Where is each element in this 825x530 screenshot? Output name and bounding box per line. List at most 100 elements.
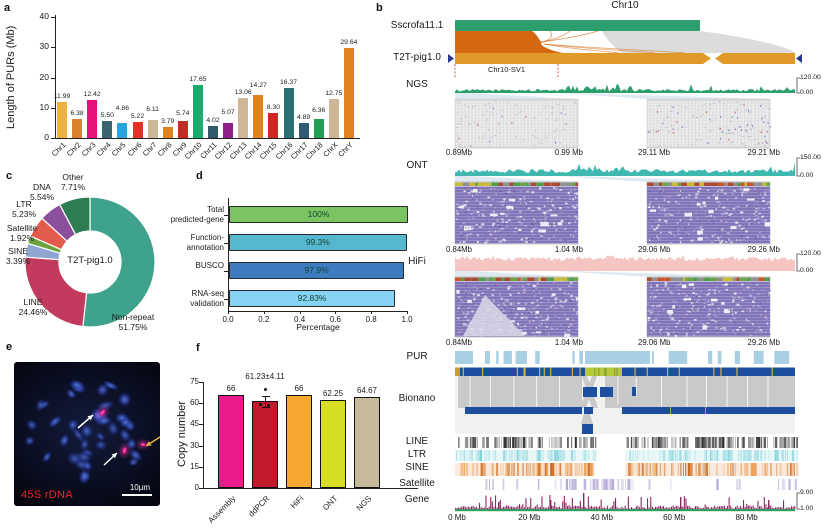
donut-slice-other [58, 196, 91, 236]
panel-d-hbar-chart: 0.0 0.2 0.4 0.6 0.8 1.0 100% Total predicted-ge… [171, 170, 430, 348]
bar-value-label: 5.22 [130, 113, 145, 121]
bar-chr5 [117, 123, 128, 138]
window-end: 0.99 Mb [554, 148, 583, 157]
scale-max: 120.00 [800, 250, 821, 257]
y-tick [51, 77, 55, 79]
x-category-label: NGS [354, 494, 374, 513]
scale-max: 120.00 [800, 74, 821, 81]
bar-value-label: 66 [294, 383, 304, 393]
y-tick [199, 445, 203, 447]
slice-label-sine: SINE 3.39% [5, 246, 31, 266]
window-end: 29.26 Mb [747, 338, 780, 347]
bar-assembly [218, 394, 244, 488]
hbar-1 [229, 234, 407, 251]
hbar-3 [229, 290, 396, 307]
x-tick [263, 311, 265, 314]
y-tick-label: 20 [39, 71, 49, 82]
donut-center-label: T2T-pig1.0 [67, 255, 113, 266]
y-tick-label: 40 [39, 11, 49, 21]
y-tick [224, 298, 228, 300]
track-label-satellite: Satellite [399, 478, 435, 489]
bar-ddpcr [252, 401, 278, 488]
scale-max: 9.00 [800, 489, 814, 496]
bar-value-label: 4.02 [206, 116, 220, 124]
y-axis-line [203, 382, 204, 488]
scale-min: 1.00 [800, 505, 814, 512]
bar-chr14 [253, 94, 264, 138]
replicate-dot [264, 388, 267, 391]
bar-value-label: 29.64 [340, 39, 358, 47]
bar-chr2 [72, 118, 83, 138]
bar-chr18 [313, 118, 324, 138]
x-category-label: ONT [321, 494, 340, 513]
bar-chry [343, 48, 354, 138]
slice-label-ltr: LTR 5.23% [11, 199, 37, 219]
replicate-dot [259, 403, 262, 406]
y-tick [51, 107, 55, 109]
window-start: 29.06 Mb [638, 245, 671, 254]
donut-plot [24, 196, 156, 328]
sv-region-label: Chr10-SV1 [487, 65, 526, 74]
bar-chr1 [57, 101, 67, 138]
window-start: 0.89Mb [446, 148, 473, 157]
hbar-category-label: BUSCO [195, 261, 224, 270]
bar-chr13 [238, 98, 249, 138]
hbar-value-label: 97.9% [304, 265, 329, 275]
y-tick [224, 242, 228, 244]
genome-x-tick-label: 20 Mb [518, 513, 541, 522]
panel-e-microscopy: 45S rDNA 10µm [0, 340, 190, 530]
track-label-sine: SINE [405, 462, 429, 473]
bar-chr11 [208, 125, 218, 138]
y-tick-label: 30 [190, 440, 199, 450]
y-tick [51, 138, 55, 139]
window-start: 29.06 Mb [638, 338, 671, 347]
panel-a-label: a [4, 2, 11, 14]
x-tick-label: 1.0 [401, 315, 413, 324]
bar-chr10 [192, 84, 203, 138]
y-axis-line [228, 198, 229, 311]
bar-chr9 [177, 120, 188, 138]
bar-value-label: 5.74 [176, 110, 190, 118]
arrow-annotations [77, 414, 160, 466]
bar-value-label: 16.37 [279, 79, 297, 87]
hbar-category-label: Function- annotation [186, 233, 224, 252]
bar-value-label: 5.50 [100, 112, 114, 120]
y-tick-label: 0 [194, 483, 199, 492]
x-tick-label: 0.6 [329, 315, 341, 324]
slice-label-other: Other 7.71% [60, 172, 86, 192]
x-axis-line [228, 311, 407, 312]
chromosome-title: Chr10 [611, 0, 639, 11]
bar-chr12 [223, 122, 234, 138]
x-tick [371, 311, 373, 314]
track-label-gene: Gene [404, 494, 430, 505]
y-tick [224, 214, 228, 216]
y-tick-label: 75 [190, 377, 199, 386]
hbar-0 [229, 206, 408, 223]
x-tick [299, 311, 301, 314]
bar-chr4 [102, 121, 113, 138]
window-end: 1.04 Mb [554, 338, 583, 347]
bar-value-label: 3.79 [161, 117, 175, 125]
probe-label: 45S rDNA [21, 489, 73, 501]
slice-label-dna: DNA 5.54% [29, 182, 55, 202]
bar-value-label: 62.25 [322, 389, 344, 399]
panel-c-donut-chart: T2T-pig1.0 Non-repeat 51.75% LINE 24.46% S… [0, 170, 196, 355]
x-tick-label: 0.0 [222, 315, 234, 324]
bar-value-label: 8.30 [266, 103, 280, 111]
y-tick [199, 466, 203, 468]
y-tick-label: 45 [190, 419, 199, 429]
x-axis-line [55, 138, 360, 139]
slice-label-non-repeat: Non-repeat 51.75% [111, 312, 155, 332]
bar-value-label: 6.36 [312, 106, 326, 114]
bar-value-label: 4.89 [296, 114, 311, 122]
y-tick-label: 30 [39, 41, 49, 52]
bar-chr16 [283, 88, 294, 138]
x-tick [407, 311, 408, 314]
track-label-bionano: Bionano [398, 393, 436, 404]
bar-value-label: 12.75 [325, 90, 343, 98]
y-tick [51, 47, 55, 49]
fish-image: 45S rDNA 10µm [14, 362, 160, 506]
bar-chr7 [147, 119, 158, 138]
panel-c-label: c [6, 170, 13, 182]
panel-f-bar-chart: Copy number 0 15 30 45 60 75 66 Assembly 61.23±4… [170, 348, 426, 530]
